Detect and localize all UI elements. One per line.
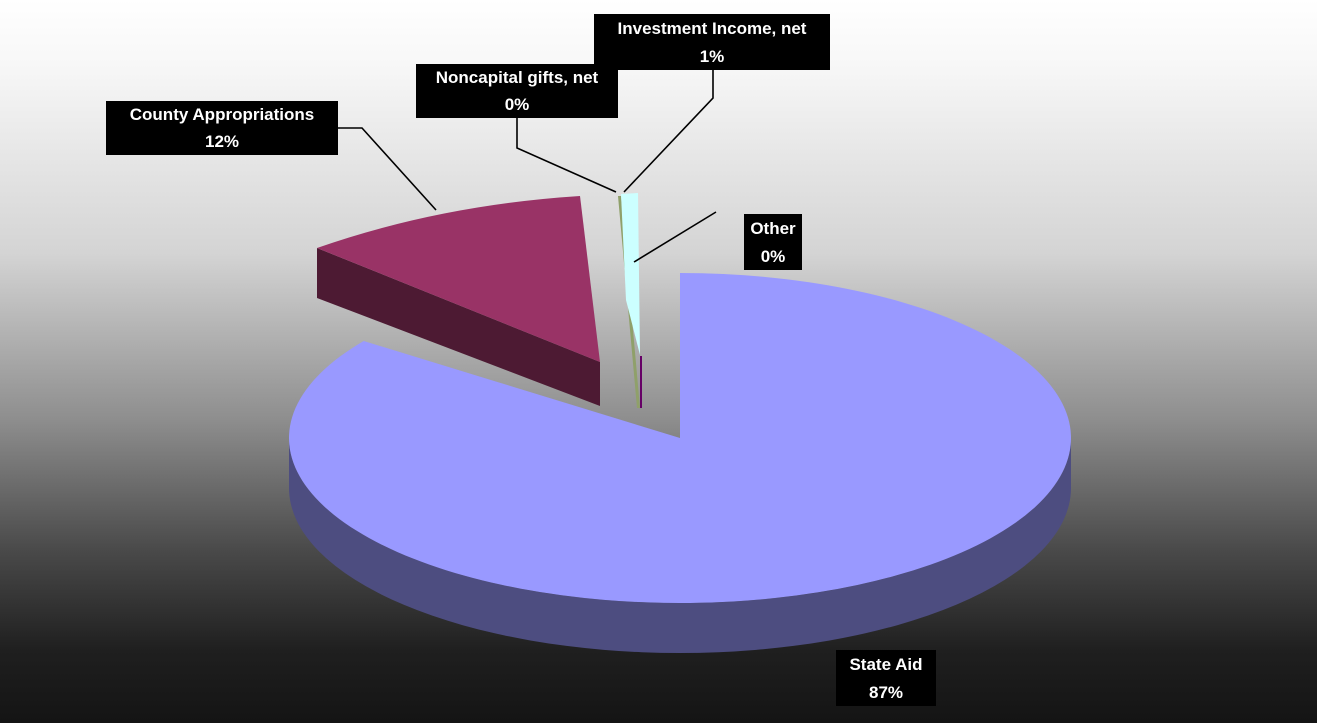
label-name-noncapital-gifts: Noncapital gifts, net xyxy=(436,68,599,87)
label-value-noncapital-gifts: 0% xyxy=(505,95,530,114)
label-value-county-appropriations: 12% xyxy=(205,132,239,151)
leader-line-noncapital-gifts xyxy=(516,118,617,193)
data-label-county-appropriations: County Appropriations 12% xyxy=(106,101,338,155)
slice-state-aid-side xyxy=(289,438,1071,653)
label-name-county-appropriations: County Appropriations xyxy=(130,105,314,124)
label-value-state-aid: 87% xyxy=(869,683,903,702)
label-name-investment-income: Investment Income, net xyxy=(618,19,807,38)
slice-state-aid[interactable] xyxy=(288,273,1071,653)
leader-line-investment-income xyxy=(623,70,714,193)
slice-state-aid-top xyxy=(288,273,1071,603)
leader-line-county-appropriations xyxy=(338,127,437,211)
label-value-investment-income: 1% xyxy=(700,47,725,66)
slice-other[interactable] xyxy=(640,356,642,408)
slice-investment-income[interactable] xyxy=(621,193,640,355)
label-name-other: Other xyxy=(750,219,796,238)
leader-line-other xyxy=(633,211,717,263)
slice-county-appropriations-side xyxy=(317,248,600,406)
data-label-state-aid: State Aid 87% xyxy=(836,650,936,706)
data-label-noncapital-gifts: Noncapital gifts, net 0% xyxy=(416,64,618,118)
data-label-other: Other 0% xyxy=(744,214,802,270)
slice-county-appropriations[interactable] xyxy=(317,196,600,406)
slice-county-appropriations-top xyxy=(317,196,600,362)
slice-investment-income-top xyxy=(621,193,640,355)
data-label-investment-income: Investment Income, net 1% xyxy=(594,14,830,70)
label-name-state-aid: State Aid xyxy=(849,655,922,674)
label-value-other: 0% xyxy=(761,247,786,266)
slice-other-top xyxy=(640,356,642,408)
